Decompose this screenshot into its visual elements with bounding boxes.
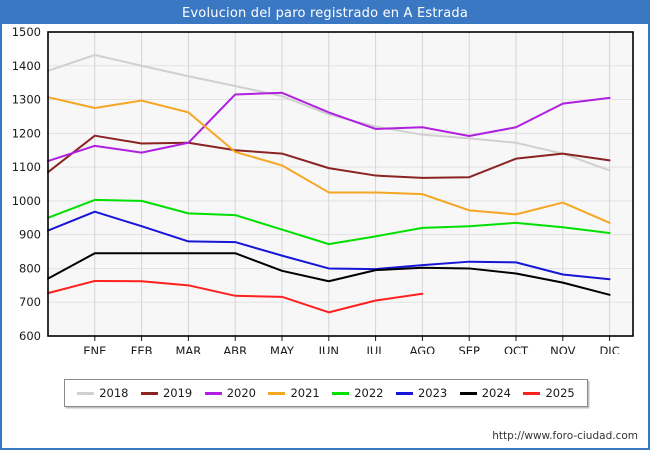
- chart-legend: 2018 2019 2020 2021 2022 2023 2024 2025: [64, 379, 588, 407]
- legend-swatch-icon: [332, 391, 350, 395]
- legend-swatch-icon: [204, 391, 222, 395]
- x-axis-tick-label: JUL: [365, 344, 385, 354]
- y-axis-tick-label: 1400: [12, 59, 41, 73]
- legend-item-label: 2024: [481, 386, 512, 400]
- legend-item-2019[interactable]: 2019: [140, 386, 193, 400]
- x-axis-tick-label: MAR: [176, 344, 202, 354]
- x-axis-tick-label: AGO: [410, 344, 436, 354]
- legend-item-2025[interactable]: 2025: [523, 386, 575, 400]
- series-line-2021: [47, 96, 611, 224]
- x-axis-tick-label: JUN: [318, 344, 339, 354]
- x-axis-tick-label: DIC: [599, 344, 619, 354]
- x-axis-tick-label: FEB: [131, 344, 153, 354]
- legend-item-label: 2022: [354, 386, 384, 400]
- series-line-2018: [47, 53, 611, 172]
- legend-item-2022[interactable]: 2022: [332, 386, 384, 400]
- series-line-2024: [47, 252, 611, 296]
- legend-item-label: 2025: [545, 386, 575, 400]
- x-axis-tick-label: ENE: [83, 344, 106, 354]
- plot-frame: [47, 31, 634, 337]
- series-line-2020: [47, 91, 611, 163]
- legend-swatch-icon: [140, 391, 158, 395]
- series-line-2023: [47, 210, 611, 281]
- window-title-bar: Evolucion del paro registrado en A Estra…: [2, 2, 648, 24]
- source-url: http://www.foro-ciudad.com: [492, 430, 638, 442]
- page-title: Evolucion del paro registrado en A Estra…: [181, 5, 468, 21]
- legend-item-2021[interactable]: 2021: [268, 386, 320, 400]
- y-axis-tick-label: 1000: [12, 194, 41, 208]
- y-axis-tick-label: 1300: [12, 93, 41, 107]
- legend-item-label: 2018: [99, 386, 129, 400]
- legend-item-label: 2020: [226, 386, 257, 400]
- y-axis-tick-label: 600: [19, 329, 41, 343]
- y-axis-tick-label: 1200: [12, 126, 41, 140]
- x-axis-tick-label: NOV: [550, 344, 575, 354]
- legend-swatch-icon: [459, 391, 477, 395]
- y-axis-tick-label: 900: [19, 228, 41, 242]
- legend-item-2018[interactable]: 2018: [77, 386, 129, 400]
- legend-swatch-icon: [268, 391, 286, 395]
- legend-item-2020[interactable]: 2020: [204, 386, 257, 400]
- line-chart: 600 700 800 900 1000 1100 1200 1300 1400 1500 ENE F…: [12, 25, 634, 354]
- legend-item-label: 2023: [417, 386, 448, 400]
- x-axis-tick-label: SEP: [458, 344, 480, 354]
- x-axis-tick-label: MAY: [270, 344, 295, 354]
- legend-item-label: 2021: [290, 386, 320, 400]
- series-line-2025: [47, 279, 424, 314]
- y-axis-tick-label: 1100: [12, 160, 41, 174]
- series-line-2019: [47, 134, 611, 179]
- y-axis-tick-label: 800: [19, 261, 41, 275]
- plot-background: [48, 32, 633, 336]
- y-axis-tick-label: 700: [19, 295, 41, 309]
- legend-swatch-icon: [77, 391, 95, 395]
- x-axis-tick-label: OCT: [504, 344, 529, 354]
- legend-swatch-icon: [523, 391, 541, 395]
- legend-swatch-icon: [395, 391, 413, 395]
- legend-item-2023[interactable]: 2023: [395, 386, 448, 400]
- y-axis-tick-label: 1500: [12, 25, 41, 39]
- series-line-2022: [47, 198, 611, 246]
- legend-item-2024[interactable]: 2024: [459, 386, 512, 400]
- x-axis-tick-label: ABR: [223, 344, 247, 354]
- legend-item-label: 2019: [162, 386, 193, 400]
